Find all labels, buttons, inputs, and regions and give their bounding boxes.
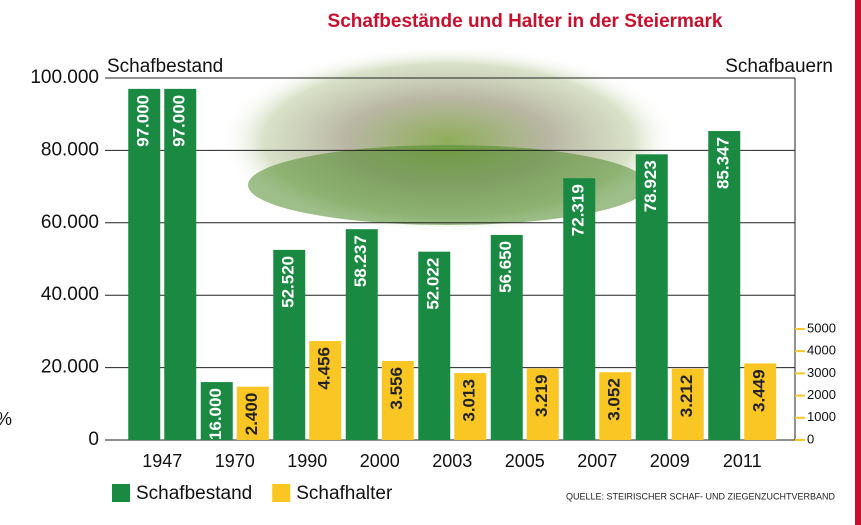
chart: Schafbestände und Halter in der Steierma…: [0, 0, 861, 525]
y-tick-label: 20.000: [41, 357, 99, 378]
data-label: 3.219: [532, 375, 551, 418]
data-label: 52.520: [279, 256, 298, 308]
y2-tick-label: 4000: [807, 343, 836, 358]
data-label: 85.347: [714, 137, 733, 189]
x-tick-label: 2000: [360, 451, 400, 471]
x-tick-label: 2005: [505, 451, 545, 471]
x-tick-label: 1970: [215, 451, 255, 471]
y-tick-label: 0: [88, 429, 99, 450]
legend-label: Schafhalter: [296, 483, 393, 504]
data-label: 72.319: [569, 184, 588, 236]
data-label: 97.000: [134, 95, 153, 147]
y-tick-label: 80.000: [41, 139, 99, 160]
data-label: 97.000: [170, 95, 189, 147]
data-label: 3.212: [677, 375, 696, 418]
y2-tick-label: 0: [807, 431, 814, 446]
data-label: 3.556: [387, 367, 406, 410]
x-tick-label: 1990: [287, 451, 327, 471]
data-label: 52.022: [424, 258, 443, 310]
y-tick-label: 60.000: [41, 212, 99, 233]
y2-tick-label: 2000: [807, 387, 836, 402]
x-tick-label: 1947: [142, 451, 182, 471]
data-label: 2.400: [242, 393, 261, 436]
legend-swatch: [112, 484, 130, 502]
source-note: QUELLE: STEIRISCHER SCHAF- UND ZIEGENZUC…: [566, 491, 836, 501]
edge-border: [855, 0, 861, 525]
data-label: 3.052: [605, 378, 624, 421]
y-axis-title: Schafbestand: [107, 56, 223, 77]
data-label: 78.923: [641, 160, 660, 212]
x-tick-label: 2009: [650, 451, 690, 471]
x-tick-label: 2011: [723, 451, 762, 471]
y2-tick-label: 3000: [807, 365, 836, 380]
page: Schafbestände und Halter in der Steierma…: [0, 0, 861, 525]
y2-tick-label: 1000: [807, 409, 836, 424]
y2-tick-label: 5000: [807, 320, 836, 335]
chart-title: Schafbestände und Halter in der Steierma…: [328, 11, 723, 32]
edge-text: %: [0, 409, 12, 429]
legend-swatch: [272, 484, 290, 502]
data-label: 56.650: [496, 241, 515, 293]
data-label: 4.456: [315, 347, 334, 390]
data-label: 58.237: [351, 235, 370, 287]
data-label: 3.449: [750, 369, 769, 412]
y2-axis-title: Schafbauern: [725, 56, 833, 77]
data-label: 3.013: [460, 379, 479, 422]
data-label: 16.000: [206, 388, 225, 440]
x-tick-label: 2007: [577, 451, 617, 471]
y-tick-label: 40.000: [41, 284, 99, 305]
x-tick-label: 2003: [432, 451, 472, 471]
y-tick-label: 100.000: [30, 67, 99, 88]
legend-label: Schafbestand: [136, 483, 252, 504]
